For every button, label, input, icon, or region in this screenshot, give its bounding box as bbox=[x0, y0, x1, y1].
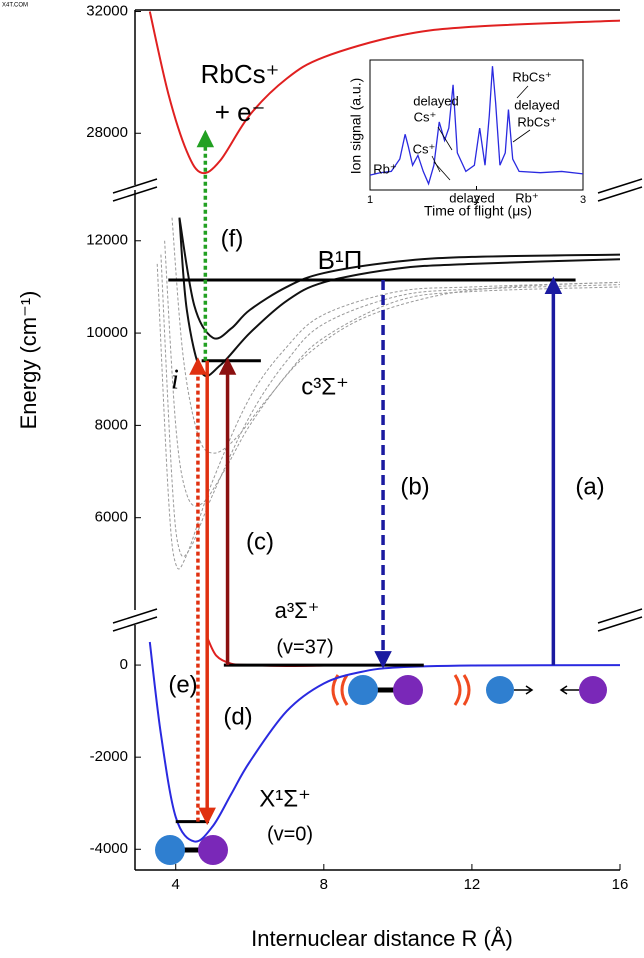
x-tick-label: 4 bbox=[172, 876, 180, 893]
transition-label: (b) bbox=[400, 473, 429, 500]
axis-break bbox=[597, 178, 643, 202]
state-label: c³Σ⁺ bbox=[301, 373, 349, 400]
peak-label: Rb⁺ bbox=[515, 190, 538, 205]
watermark: X4T.COM bbox=[2, 3, 28, 9]
leader-line bbox=[512, 129, 531, 143]
ion-signal bbox=[369, 66, 584, 186]
x-tick-label: 8 bbox=[320, 876, 328, 893]
transition-label: (a) bbox=[575, 473, 604, 500]
potential-curve bbox=[148, 641, 621, 843]
potential-curve bbox=[178, 217, 621, 340]
potential-curve bbox=[160, 254, 621, 558]
y-tick-label: 0 bbox=[120, 656, 128, 673]
transition-label: (e) bbox=[168, 671, 197, 698]
potential-curve bbox=[164, 240, 621, 507]
state-label: i bbox=[171, 364, 179, 395]
x-tick-label: 12 bbox=[464, 876, 481, 893]
transition-label: (c) bbox=[246, 528, 274, 555]
y-tick-label: 6000 bbox=[95, 509, 128, 526]
axis-break bbox=[112, 178, 158, 202]
peak-label: Rb⁺ bbox=[373, 161, 396, 176]
state-label: a³Σ⁺ bbox=[275, 598, 320, 623]
transition-label: (d) bbox=[223, 703, 252, 730]
leader-line bbox=[516, 85, 529, 99]
y-tick-label: 12000 bbox=[86, 232, 128, 249]
potential-curve bbox=[148, 11, 621, 175]
peak-label: delayed bbox=[449, 190, 495, 205]
peak-label: RbCs⁺ bbox=[512, 69, 551, 84]
peak-label: RbCs⁺ bbox=[517, 114, 556, 129]
peak-label: Cs⁺ bbox=[414, 109, 437, 124]
state-label: (v=0) bbox=[267, 823, 313, 845]
molecules bbox=[155, 674, 607, 865]
y-axis-label: Ion signal (a.u.) bbox=[348, 78, 364, 175]
y-tick-label: 32000 bbox=[86, 2, 128, 19]
state-label: RbCs⁺ bbox=[201, 59, 280, 89]
y-axis-label: Energy (cm⁻¹) bbox=[16, 291, 41, 430]
leader-line bbox=[437, 126, 453, 151]
y-tick-label: 8000 bbox=[95, 416, 128, 433]
x-tick-label: 1 bbox=[367, 194, 373, 206]
inset-frame bbox=[369, 59, 584, 191]
y-tick-label: -2000 bbox=[90, 748, 128, 765]
transition-label: (f) bbox=[221, 225, 244, 252]
state-label: X¹Σ⁺ bbox=[259, 785, 311, 812]
x-tick-label: 3 bbox=[580, 194, 586, 206]
axis-break bbox=[112, 608, 158, 632]
peak-label: Cs⁺ bbox=[413, 141, 436, 156]
leader-line bbox=[433, 161, 451, 181]
potential-curve bbox=[171, 217, 621, 454]
y-tick-label: 10000 bbox=[86, 324, 128, 341]
state-label: + e⁻ bbox=[215, 97, 266, 127]
x-tick-label: 2 bbox=[473, 194, 479, 206]
state-label: B¹Π bbox=[318, 245, 363, 275]
y-tick-label: 28000 bbox=[86, 124, 128, 141]
potential-curve bbox=[156, 263, 621, 570]
x-axis-label: Internuclear distance R (Å) bbox=[251, 926, 513, 951]
potential-curve bbox=[178, 217, 621, 378]
x-axis-label: Time of flight (μs) bbox=[424, 203, 532, 219]
y-tick-label: -4000 bbox=[90, 840, 128, 857]
peak-label: delayed bbox=[413, 93, 459, 108]
state-label: (v=37) bbox=[276, 636, 333, 658]
x-tick-label: 16 bbox=[612, 876, 629, 893]
axis-break bbox=[597, 608, 643, 632]
peak-label: delayed bbox=[514, 97, 560, 112]
